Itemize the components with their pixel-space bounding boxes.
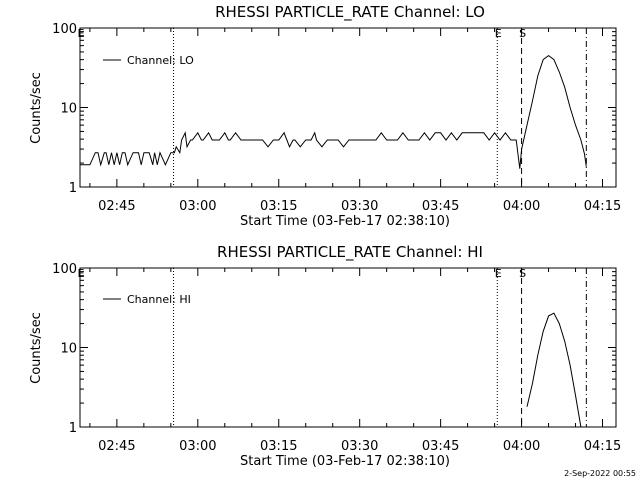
series-line <box>526 312 582 428</box>
chart-title: RHESSI PARTICLE_RATE Channel: HI <box>217 243 483 262</box>
x-tick-label: 04:15 <box>584 439 621 454</box>
x-tick-label: 04:00 <box>503 199 540 214</box>
chart-title: RHESSI PARTICLE_RATE Channel: LO <box>215 3 485 22</box>
series-line <box>80 54 587 169</box>
plot-frame <box>79 267 617 428</box>
plot-frame <box>79 27 617 188</box>
x-tick-label: 03:00 <box>179 439 216 454</box>
x-tick-label: 04:15 <box>584 199 621 214</box>
time-marker-label: E <box>78 267 85 280</box>
legend-label: Channel: LO <box>127 54 194 67</box>
time-marker-label: E <box>495 27 502 40</box>
x-tick-label: 03:45 <box>422 439 459 454</box>
y-axis-label: Counts/sec <box>29 72 44 144</box>
chart-panel-lo: RHESSI PARTICLE_RATE Channel: LO Counts/… <box>29 3 621 229</box>
x-tick-label: 03:15 <box>260 439 297 454</box>
x-axis-label: Start Time (03-Feb-17 02:38:10) <box>240 454 450 469</box>
x-tick-label: 03:00 <box>179 199 216 214</box>
legend-label: Channel: HI <box>127 293 191 306</box>
x-tick-label: 03:45 <box>422 199 459 214</box>
y-tick-label: 10 <box>60 102 77 117</box>
time-marker-label: E <box>495 267 502 280</box>
time-marker-label: S <box>519 27 526 40</box>
x-tick-label: 03:30 <box>341 199 378 214</box>
x-tick-label: 02:45 <box>98 439 135 454</box>
y-tick-label: 100 <box>52 262 77 277</box>
y-tick-label: 10 <box>60 342 77 357</box>
x-tick-label: 03:30 <box>341 439 378 454</box>
x-tick-label: 04:00 <box>503 439 540 454</box>
footer-date: 2-Sep-2022 00:55 <box>564 469 636 478</box>
x-tick-label: 03:15 <box>260 199 297 214</box>
time-marker-label: E <box>78 27 85 40</box>
time-marker-label: S <box>519 267 526 280</box>
x-axis-label: Start Time (03-Feb-17 02:38:10) <box>240 214 450 229</box>
x-tick-label: 02:45 <box>98 199 135 214</box>
y-axis-label: Counts/sec <box>29 312 44 384</box>
chart-panel-hi: RHESSI PARTICLE_RATE Channel: HI Counts/… <box>29 243 621 469</box>
y-tick-label: 1 <box>69 421 77 436</box>
y-tick-label: 100 <box>52 22 77 37</box>
y-tick-label: 1 <box>69 181 77 196</box>
